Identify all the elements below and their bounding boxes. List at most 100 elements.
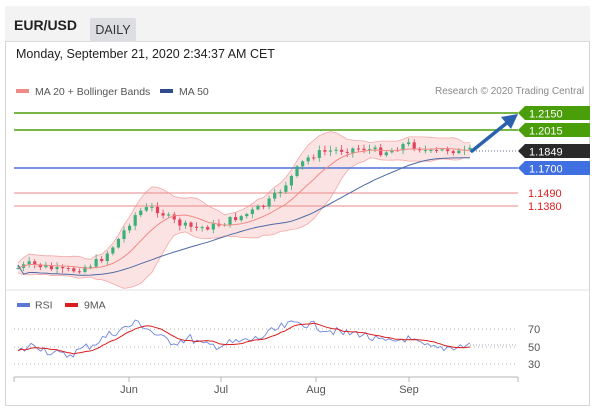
candle-body xyxy=(267,198,271,207)
candle-body xyxy=(261,205,266,207)
candle-body xyxy=(183,222,188,226)
candle-body xyxy=(384,152,388,156)
candle-body xyxy=(295,166,299,176)
rsi-ma-swatch-icon xyxy=(65,303,78,307)
last-price-text: 1.1849 xyxy=(529,147,563,159)
candle-body xyxy=(284,185,288,192)
candle-body xyxy=(122,230,126,239)
candle-body xyxy=(77,271,81,273)
candle-body xyxy=(390,150,394,153)
timeframe-badge[interactable]: DAILY xyxy=(90,18,136,42)
candle-body xyxy=(150,206,154,208)
candle-body xyxy=(334,149,338,151)
support-label-1: 1.1490 xyxy=(528,188,562,200)
candle-body xyxy=(88,266,93,268)
research-credit: Research © 2020 Trading Central xyxy=(435,86,585,97)
candle-body xyxy=(178,219,182,226)
rsi-ma-legend-label: 9MA xyxy=(84,300,106,312)
x-axis: Jun Jul Aug Sep xyxy=(13,376,519,396)
candle-body xyxy=(144,207,148,211)
candle-body xyxy=(412,142,416,149)
candle-body xyxy=(351,148,355,153)
candle-body xyxy=(373,147,377,150)
candle-body xyxy=(289,175,294,186)
candle-body xyxy=(211,223,215,230)
candle-body xyxy=(27,261,31,265)
candle-body xyxy=(72,268,76,272)
candle-body xyxy=(44,265,48,268)
level-tag-2-text: 1.2015 xyxy=(529,126,563,138)
candle-body xyxy=(161,213,165,216)
bollinger-band-fill xyxy=(18,131,470,289)
chart-header: EUR/USD DAILY xyxy=(5,6,590,42)
month-label-sep: Sep xyxy=(399,384,419,396)
candle-body xyxy=(367,149,372,151)
rsi-level-70-label: 70 xyxy=(528,324,540,336)
candle-body xyxy=(194,226,199,228)
pivot-text: 1.1700 xyxy=(529,164,563,176)
candle-body xyxy=(116,238,121,248)
candle-body xyxy=(33,261,37,265)
level-tag-2: 1.2015 xyxy=(518,123,590,138)
candle-body xyxy=(379,147,383,156)
candle-body xyxy=(128,225,132,231)
rsi-panel: RSI 9MA 70 50 30 xyxy=(14,300,540,371)
candle-body xyxy=(250,209,254,215)
ma50-line xyxy=(17,157,471,276)
candle-body xyxy=(451,151,455,154)
candle-body xyxy=(256,205,260,210)
candle-body xyxy=(306,157,310,162)
forecast-arrow-icon xyxy=(470,114,518,153)
bollinger-lower-line xyxy=(17,157,471,289)
legend-bollinger: MA 20 + Bollinger Bands xyxy=(16,86,150,98)
candle-body xyxy=(401,144,405,151)
month-label-aug: Aug xyxy=(306,384,326,396)
candle-body xyxy=(200,227,204,229)
symbol-title: EUR/USD xyxy=(14,17,78,33)
candle-body xyxy=(139,210,143,216)
candle-body xyxy=(206,227,210,230)
candle-body xyxy=(328,150,333,152)
candle-body xyxy=(49,265,54,270)
candle-body xyxy=(278,191,282,193)
pivot-tag: 1.1700 xyxy=(518,161,590,176)
rsi-legend-swatch-icon xyxy=(17,303,30,307)
candle-body xyxy=(312,157,316,159)
candle-body xyxy=(55,267,59,270)
month-label-jun: Jun xyxy=(120,384,138,396)
candle-body xyxy=(234,217,238,221)
candle-body xyxy=(317,150,321,158)
rsi-level-30-label: 30 xyxy=(528,359,540,371)
rsi-legend-label: RSI xyxy=(35,300,53,312)
bollinger-swatch-icon xyxy=(16,89,29,94)
candle-body xyxy=(105,253,109,261)
rsi-level-50-label: 50 xyxy=(528,342,540,354)
price-panel: 1.2150 1.2015 1.1849 1.1700 1.1490 1.138… xyxy=(14,106,590,289)
candle-body xyxy=(94,258,98,267)
candle-body xyxy=(446,149,450,152)
candle-body xyxy=(172,214,176,220)
month-label-jul: Jul xyxy=(214,384,228,396)
candle-body xyxy=(345,151,349,153)
candle-body xyxy=(434,149,439,151)
rsi-line xyxy=(17,319,471,358)
candle-body xyxy=(468,147,472,150)
timestamp: Monday, September 21, 2020 2:34:37 AM CE… xyxy=(16,47,275,61)
candle-body xyxy=(429,149,433,151)
level-tag-1-text: 1.2150 xyxy=(529,109,563,121)
rsi-ma-line xyxy=(17,322,471,355)
bollinger-upper-line xyxy=(17,131,471,264)
candle-body xyxy=(340,149,344,152)
candle-body xyxy=(300,161,305,167)
candle-body xyxy=(189,222,193,227)
candle-body xyxy=(323,150,327,152)
candle-body xyxy=(100,258,104,261)
level-tag-1: 1.2150 xyxy=(518,106,590,121)
candle-body xyxy=(83,267,87,272)
candle-body xyxy=(239,216,243,221)
candle-body xyxy=(423,150,427,152)
candle-body xyxy=(245,214,249,217)
candle-body xyxy=(407,142,411,145)
ma50-swatch-icon xyxy=(160,89,173,94)
candle-body xyxy=(61,267,65,269)
